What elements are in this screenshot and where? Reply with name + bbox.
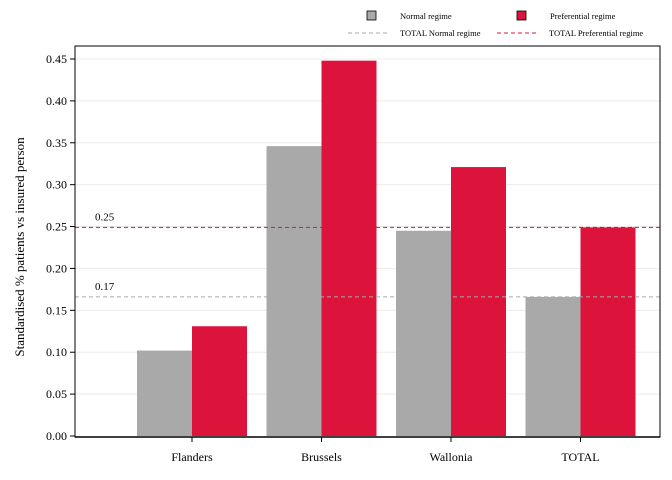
legend-normal-label: Normal regime [400,11,452,21]
bar-wallonia-preferential [451,167,506,436]
y-tick-label: 0.40 [46,94,67,108]
x-tick-label: TOTAL [561,450,599,464]
x-axis: Flanders Brussels Wallonia TOTAL [171,437,600,464]
legend-preferential-label: Preferential regime [550,11,616,21]
y-tick-label: 0.20 [46,261,67,275]
y-tick-label: 0.10 [46,345,67,359]
bars [137,60,636,436]
bar-brussels-normal [266,146,322,436]
bar-total-preferential [580,227,636,436]
x-tick-label: Brussels [301,450,342,464]
bar-flanders-normal [137,350,192,436]
y-tick-label: 0.35 [46,136,67,150]
y-tick-label: 0.30 [46,178,67,192]
total-preferential-value-label: 0.25 [95,211,115,223]
reference-lines: 0.17 0.25 [75,211,660,298]
legend-total-normal-label: TOTAL Normal regime [400,28,481,38]
bar-brussels-preferential [321,60,377,436]
y-tick-label: 0.00 [46,429,67,443]
legend: Normal regime Preferential regime TOTAL No… [348,10,643,38]
bar-total-normal [525,296,581,436]
x-tick-label: Wallonia [429,450,473,464]
bar-wallonia-normal [396,230,451,436]
y-axis-title: Standardised % patients vs insured perso… [12,137,27,357]
y-tick-label: 0.45 [46,52,67,66]
bar-flanders-preferential [192,326,247,436]
y-tick-label: 0.25 [46,220,67,234]
total-normal-value-label: 0.17 [95,281,115,293]
legend-preferential-swatch [516,10,527,21]
legend-normal-swatch [366,10,377,21]
y-axis: 0.00 0.05 0.10 0.15 0.20 0.25 0.30 0.35 0.40 0.45 [46,52,660,443]
y-tick-label: 0.15 [46,303,67,317]
y-tick-label: 0.05 [46,387,67,401]
x-tick-label: Flanders [171,450,213,464]
legend-total-preferential-label: TOTAL Preferential regime [549,28,643,38]
